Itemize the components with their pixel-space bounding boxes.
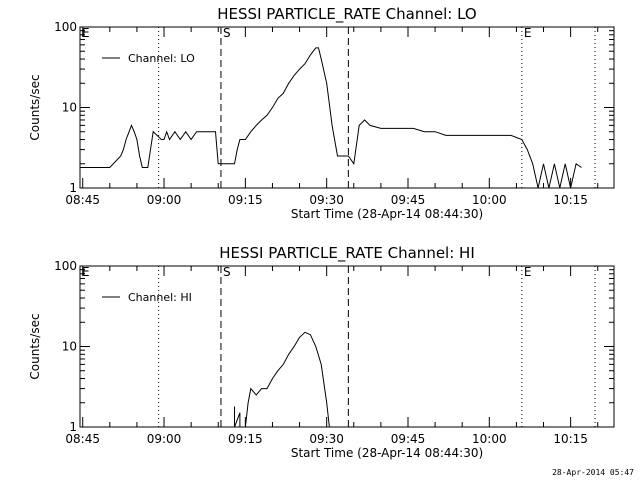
panel1-x-tick-label: 10:00 (472, 193, 507, 207)
timestamp: 28-Apr-2014 05:47 (552, 468, 634, 477)
panel2-y-tick-label: 100 (54, 259, 77, 273)
panel2-series-line (234, 331, 330, 427)
panel2-y-tick-label: 1 (69, 420, 77, 434)
panel2-marker-label: E (524, 265, 532, 279)
panel1-y-axis-label: Counts/sec (28, 74, 42, 140)
panel1-marker-label: E (82, 26, 90, 40)
panel2-title: HESSI PARTICLE_RATE Channel: HI (219, 244, 475, 263)
panel2-legend-label: Channel: HI (128, 291, 192, 304)
panel1-marker-label: E (524, 26, 532, 40)
panel2-x-tick-label: 10:15 (553, 432, 588, 446)
panel2-marker-label: E (82, 265, 90, 279)
panel2-x-tick-label: 09:30 (309, 432, 344, 446)
panel1-y-tick-label: 10 (62, 101, 77, 115)
panel1-legend-label: Channel: LO (128, 52, 195, 65)
panel2-x-axis-label: Start Time (28-Apr-14 08:44:30) (291, 446, 483, 460)
panel2-x-tick-label: 09:45 (391, 432, 426, 446)
panel1-y-tick-label: 1 (69, 181, 77, 195)
panel1-title: HESSI PARTICLE_RATE Channel: LO (217, 5, 476, 24)
panel2-x-tick-label: 08:45 (65, 432, 100, 446)
panel2-y-tick-label: 10 (62, 340, 77, 354)
panel2-x-tick-label: 10:00 (472, 432, 507, 446)
panel1-x-tick-label: 08:45 (65, 193, 100, 207)
panel2-x-tick-label: 09:15 (228, 432, 263, 446)
panel2-marker-label: S (223, 265, 231, 279)
panel2-x-tick-label: 09:00 (147, 432, 182, 446)
panel1-x-tick-label: 09:45 (391, 193, 426, 207)
panel1-x-tick-label: 09:15 (228, 193, 263, 207)
panel1-x-tick-label: 09:30 (309, 193, 344, 207)
panel1-x-tick-label: 09:00 (147, 193, 182, 207)
panel1-x-axis-label: Start Time (28-Apr-14 08:44:30) (291, 207, 483, 221)
panel1-y-tick-label: 100 (54, 20, 77, 34)
panel1-marker-label: S (223, 26, 231, 40)
panel2-y-axis-label: Counts/sec (28, 313, 42, 379)
panel1-x-tick-label: 10:15 (553, 193, 588, 207)
panel1-series-line (80, 47, 582, 188)
